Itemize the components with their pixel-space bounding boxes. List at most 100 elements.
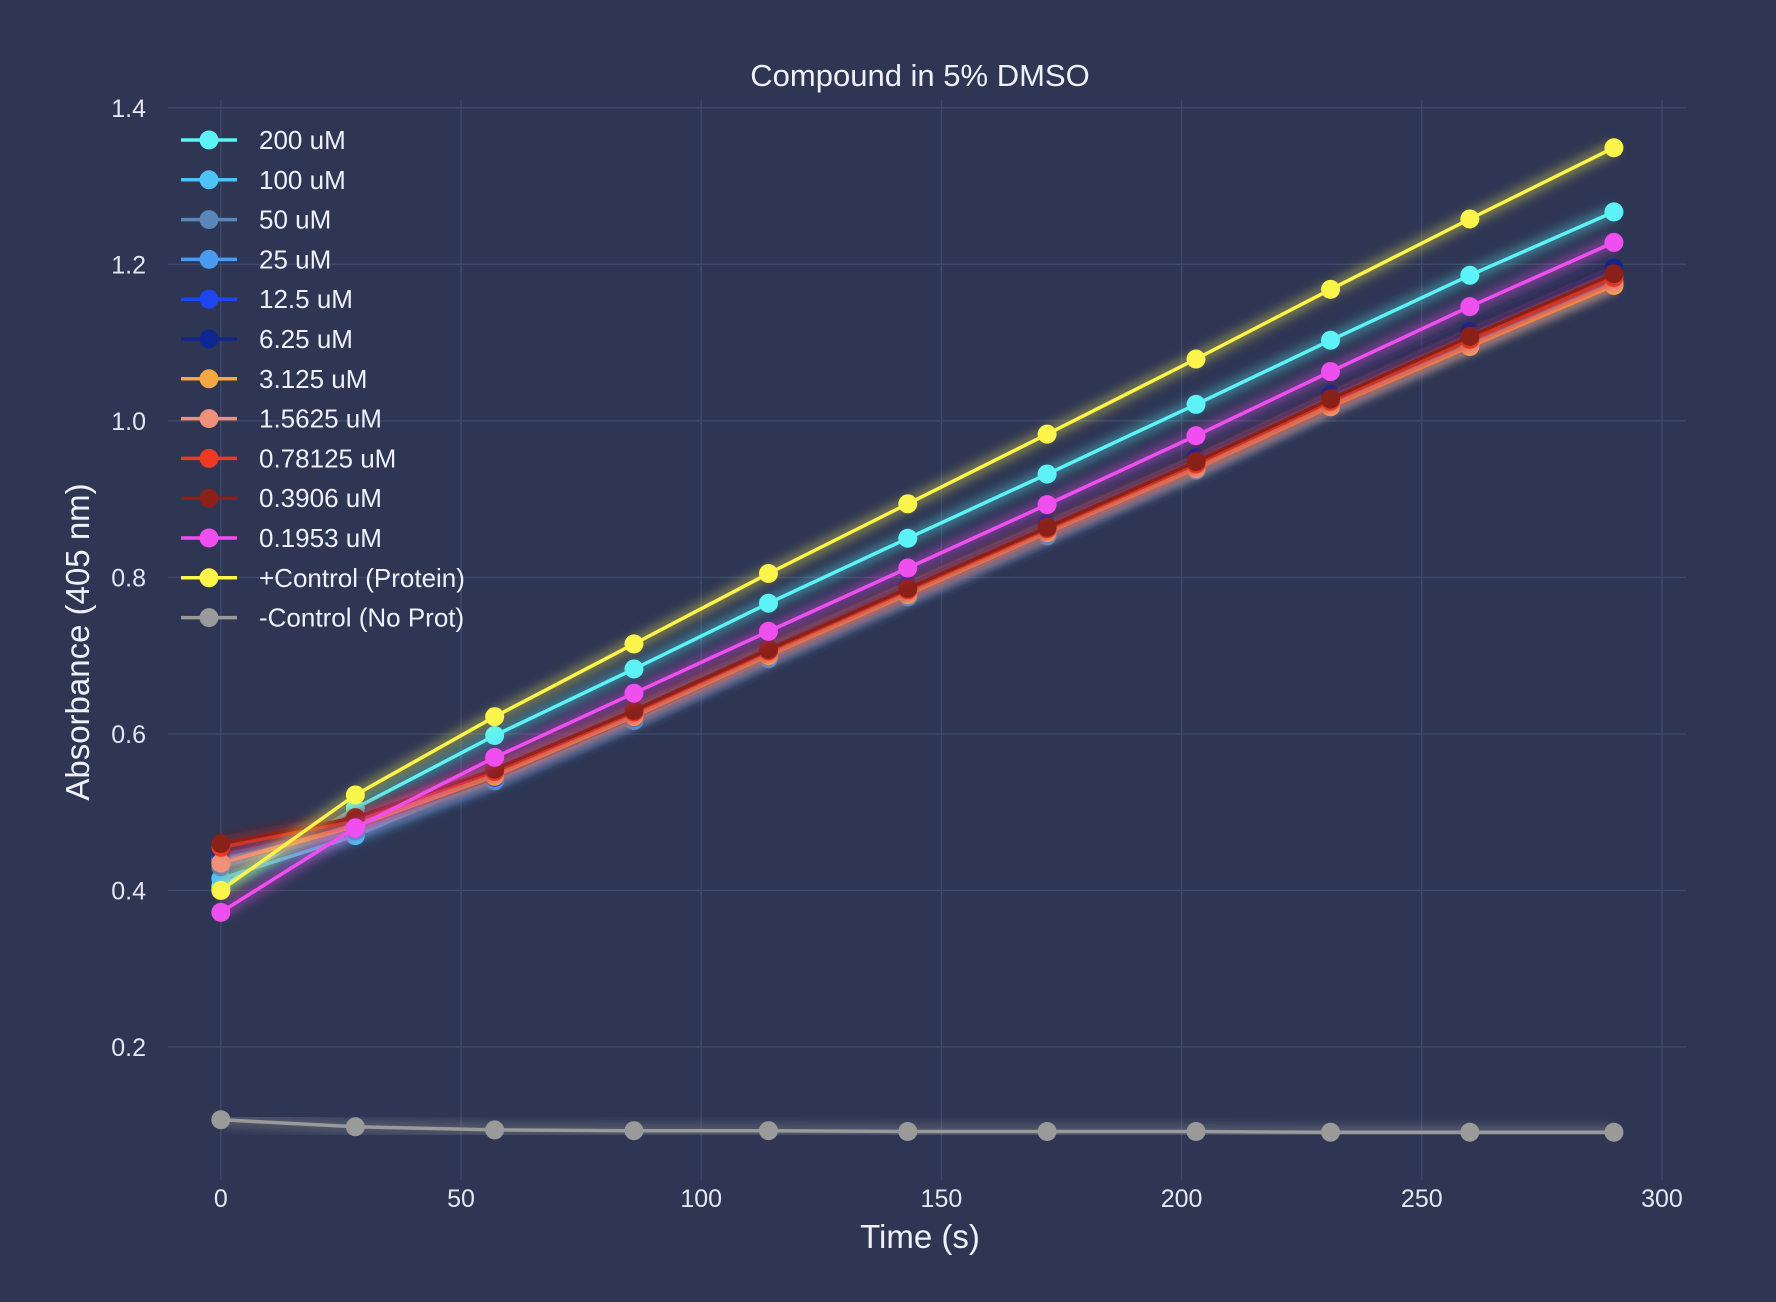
legend-item: +Control (Protein): [181, 563, 465, 593]
x-tick-label: 300: [1641, 1185, 1683, 1213]
y-tick-label: 1.4: [111, 95, 146, 123]
data-point: [1186, 452, 1206, 472]
data-point: [211, 833, 231, 853]
data-point: [758, 621, 778, 641]
series-11: [211, 138, 1624, 900]
series-layer: [211, 138, 1624, 1142]
x-tick-label: 250: [1401, 1185, 1443, 1213]
legend-marker: [199, 409, 219, 429]
legend-marker: [199, 448, 219, 468]
data-point: [1604, 1122, 1624, 1142]
data-point: [485, 747, 505, 767]
legend-marker: [199, 528, 219, 548]
legend-label: 6.25 uM: [259, 324, 353, 354]
data-point: [1604, 138, 1624, 158]
legend-item: 0.1953 uM: [181, 523, 382, 553]
series-0: [211, 202, 1624, 897]
legend-label: 200 uM: [259, 125, 346, 155]
legend-marker: [199, 608, 219, 628]
legend-item: 100 uM: [181, 165, 346, 195]
data-point: [1321, 279, 1341, 299]
data-point: [1186, 394, 1206, 414]
data-point: [898, 494, 918, 514]
legend-item: 0.3906 uM: [181, 483, 382, 513]
data-point: [1604, 202, 1624, 222]
data-point: [1460, 1122, 1480, 1142]
data-point: [1186, 426, 1206, 446]
data-point: [1037, 464, 1057, 484]
data-point: [1604, 264, 1624, 284]
legend-label: 0.1953 uM: [259, 523, 382, 553]
legend-marker: [199, 488, 219, 508]
data-point: [1186, 349, 1206, 369]
data-point: [898, 1121, 918, 1141]
legend-label: 12.5 uM: [259, 284, 353, 314]
legend-marker: [199, 568, 219, 588]
y-tick-label: 1.0: [111, 408, 146, 436]
legend-marker: [199, 369, 219, 389]
data-point: [1037, 495, 1057, 515]
legend-item: 25 uM: [181, 244, 331, 274]
x-axis-ticks: 0 50 100 150 200 250 300: [214, 1185, 1683, 1213]
data-point: [1037, 424, 1057, 444]
legend-item: 50 uM: [181, 205, 331, 235]
y-axis-ticks: 0.2 0.4 0.6 0.8 1.0 1.2 1.4: [111, 95, 146, 1062]
data-point: [211, 902, 231, 922]
data-point: [758, 1121, 778, 1141]
data-point: [898, 528, 918, 548]
x-tick-label: 100: [680, 1185, 722, 1213]
x-tick-label: 150: [921, 1185, 963, 1213]
data-point: [624, 700, 644, 720]
data-point: [1321, 330, 1341, 350]
legend-label: +Control (Protein): [259, 563, 465, 593]
data-point: [485, 707, 505, 727]
data-point: [1321, 389, 1341, 409]
data-point: [1460, 209, 1480, 229]
data-point: [485, 725, 505, 745]
y-tick-label: 0.8: [111, 564, 146, 592]
data-point: [345, 785, 365, 805]
y-tick-label: 0.4: [111, 877, 146, 905]
legend-label: 100 uM: [259, 165, 346, 195]
x-tick-label: 0: [214, 1185, 228, 1213]
data-point: [1460, 265, 1480, 285]
legend-label: 25 uM: [259, 244, 331, 274]
data-point: [345, 818, 365, 838]
legend-item: 3.125 uM: [181, 364, 367, 394]
x-tick-label: 50: [447, 1185, 475, 1213]
data-point: [758, 593, 778, 613]
legend-marker: [199, 210, 219, 230]
data-point: [211, 880, 231, 900]
y-tick-label: 1.2: [111, 251, 146, 279]
data-point: [1460, 326, 1480, 346]
data-point: [758, 639, 778, 659]
legend-item: 12.5 uM: [181, 284, 353, 314]
legend-label: 50 uM: [259, 205, 331, 235]
data-point: [345, 1117, 365, 1137]
legend-marker: [199, 170, 219, 190]
y-axis-title: Absorbance (405 nm): [59, 483, 96, 800]
chart-title: Compound in 5% DMSO: [750, 58, 1089, 93]
series-10: [211, 232, 1624, 922]
legend-item: 0.78125 uM: [181, 443, 396, 473]
legend-label: 0.78125 uM: [259, 443, 396, 473]
series-12: [211, 1110, 1624, 1142]
legend-label: 0.3906 uM: [259, 483, 382, 513]
data-point: [624, 634, 644, 654]
legend-marker: [199, 289, 219, 309]
legend-item: 200 uM: [181, 125, 346, 155]
legend-label: 1.5625 uM: [259, 404, 382, 434]
data-point: [758, 563, 778, 583]
data-point: [1321, 1122, 1341, 1142]
legend-marker: [199, 249, 219, 269]
data-point: [898, 578, 918, 598]
data-point: [624, 1121, 644, 1141]
x-tick-label: 200: [1161, 1185, 1203, 1213]
data-point: [1460, 297, 1480, 317]
data-point: [624, 659, 644, 679]
legend-marker: [199, 329, 219, 349]
data-point: [211, 853, 231, 873]
data-point: [1604, 232, 1624, 252]
legend-item: -Control (No Prot): [181, 603, 464, 633]
